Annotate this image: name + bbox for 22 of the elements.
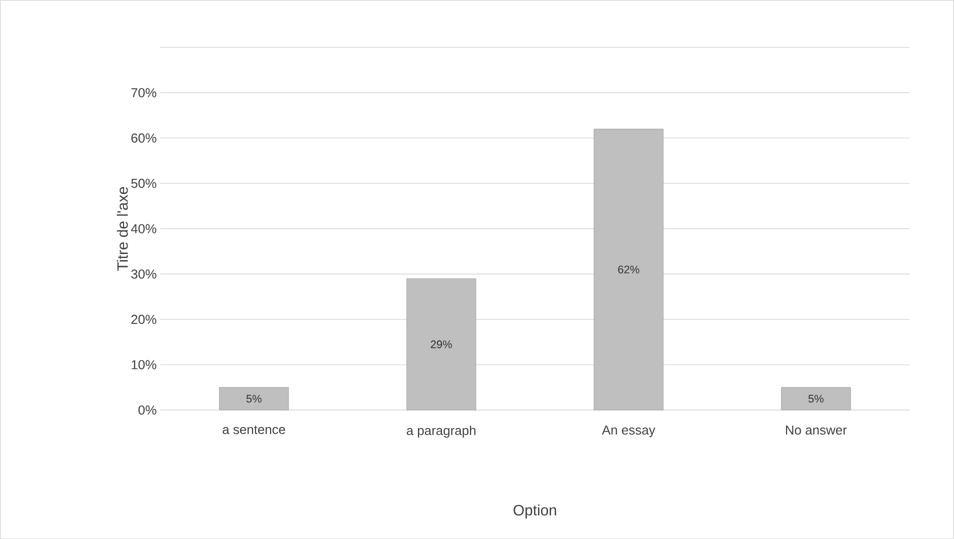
y-tick-label: 70% — [131, 88, 156, 98]
bar — [219, 387, 289, 410]
x-axis-title: Option — [514, 504, 556, 518]
x-tick-label: a sentence — [222, 425, 286, 434]
y-tick-label: 20% — [131, 314, 156, 324]
data-label: 62% — [618, 265, 640, 274]
y-tick-label: 10% — [132, 360, 156, 370]
y-tick-label: 50% — [131, 178, 156, 188]
bar — [594, 128, 664, 410]
x-tick-label: a paragraph — [406, 425, 476, 438]
y-tick-label: 60% — [131, 133, 156, 142]
bar — [406, 278, 476, 410]
x-tick-label: An essay — [602, 425, 656, 438]
y-tick-label: 40% — [131, 224, 156, 234]
data-label: 5% — [808, 394, 824, 402]
x-tick-label: No answer — [786, 425, 847, 434]
bar — [781, 387, 851, 410]
data-label: 29% — [430, 340, 452, 348]
y-tick-label: 0% — [138, 405, 156, 414]
y-axis-title: Titre de l'axe — [116, 186, 128, 271]
data-label: 5% — [246, 394, 262, 402]
y-tick-label: 30% — [131, 269, 156, 278]
